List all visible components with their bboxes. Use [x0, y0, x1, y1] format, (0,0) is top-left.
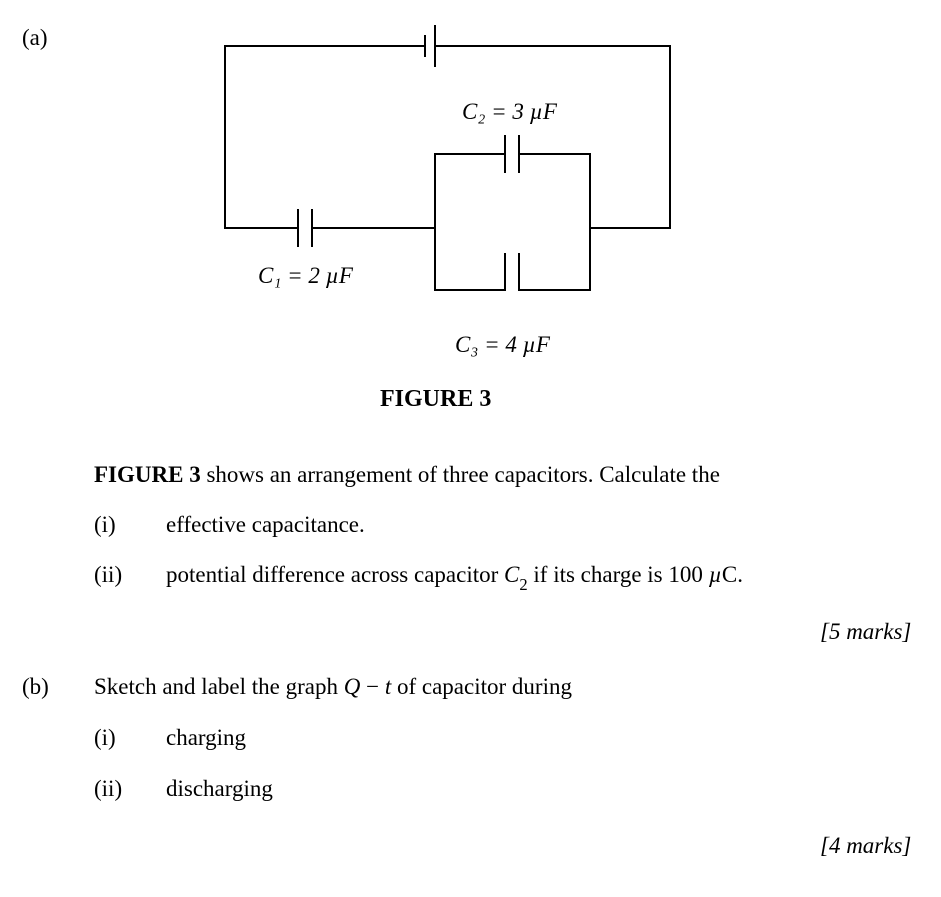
part-a-intro: FIGURE 3 shows an arrangement of three c… [94, 459, 914, 490]
b-i-text: charging [166, 722, 246, 753]
figure-caption: FIGURE 3 [380, 383, 491, 415]
b-i-roman: (i) [94, 722, 116, 753]
a-i-roman: (i) [94, 509, 116, 540]
part-b-intro: Sketch and label the graph Q − t of capa… [94, 671, 914, 702]
a-ii-text: potential difference across capacitor C2… [166, 559, 916, 594]
circuit-diagram [0, 0, 941, 370]
c3-label: C₃ = 4 µF [455, 329, 550, 360]
b-marks: [4 marks] [820, 830, 911, 861]
a-i-text: effective capacitance. [166, 509, 365, 540]
a-ii-roman: (ii) [94, 559, 122, 590]
c2-label: C₂ = 3 µF [462, 96, 557, 127]
c1-label: C₁ = 2 µF [258, 260, 353, 291]
b-ii-text: discharging [166, 773, 273, 804]
part-b-label: (b) [22, 671, 49, 702]
a-marks: [5 marks] [820, 616, 911, 647]
intro-figure-ref: FIGURE 3 [94, 462, 201, 487]
intro-rest: shows an arrangement of three capacitors… [201, 462, 720, 487]
b-ii-roman: (ii) [94, 773, 122, 804]
